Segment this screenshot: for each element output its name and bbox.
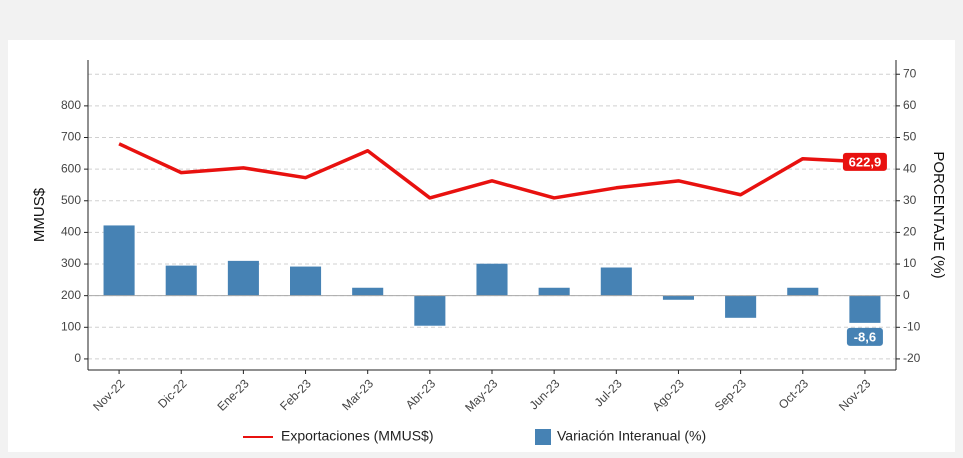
y2-tick-label: 60 xyxy=(903,98,917,112)
y-axis-title: MMUS$ xyxy=(31,187,48,242)
bar xyxy=(725,295,757,318)
bar xyxy=(414,295,446,326)
panel xyxy=(8,40,955,452)
legend-label: Variación Interanual (%) xyxy=(557,428,706,444)
y-tick-label: 100 xyxy=(61,319,81,333)
value-label-box xyxy=(846,327,883,346)
line xyxy=(118,142,866,200)
y2-tick-label: 0 xyxy=(903,288,910,302)
bar xyxy=(849,295,881,323)
y-tick-label: 400 xyxy=(61,225,81,239)
y-tick-label: 600 xyxy=(61,161,81,175)
y-tick-label: 200 xyxy=(61,288,81,302)
bar xyxy=(787,287,819,296)
bar xyxy=(227,260,259,296)
y2-tick-label: 10 xyxy=(903,256,917,270)
y2-axis-title: PORCENTAJE (%) xyxy=(930,151,947,278)
y2-tick-label: 40 xyxy=(903,161,917,175)
bar xyxy=(600,267,632,296)
bar xyxy=(538,287,570,296)
y-tick-label: 500 xyxy=(61,193,81,207)
y2-tick-label: 70 xyxy=(903,66,917,80)
y-tick-label: 300 xyxy=(61,256,81,270)
y2-tick-label: -20 xyxy=(903,351,921,365)
legend-label: Exportaciones (MMUS$) xyxy=(281,428,434,444)
y2-tick-label: 50 xyxy=(903,130,917,144)
y-tick-label: 800 xyxy=(61,98,81,112)
value-label: -8,6 xyxy=(854,329,876,344)
value-label-box xyxy=(842,152,887,171)
bar xyxy=(662,295,694,300)
legend-swatch xyxy=(535,429,551,445)
bar xyxy=(165,265,197,296)
bar xyxy=(290,266,322,296)
y2-tick-label: -10 xyxy=(903,319,921,333)
value-label: 622,9 xyxy=(849,154,882,169)
bar xyxy=(352,287,384,296)
y-tick-label: 700 xyxy=(61,130,81,144)
y2-tick-label: 30 xyxy=(903,193,917,207)
y-tick-label: 0 xyxy=(74,351,81,365)
bar xyxy=(103,225,135,296)
bar xyxy=(476,263,508,296)
y2-tick-label: 20 xyxy=(903,225,917,239)
